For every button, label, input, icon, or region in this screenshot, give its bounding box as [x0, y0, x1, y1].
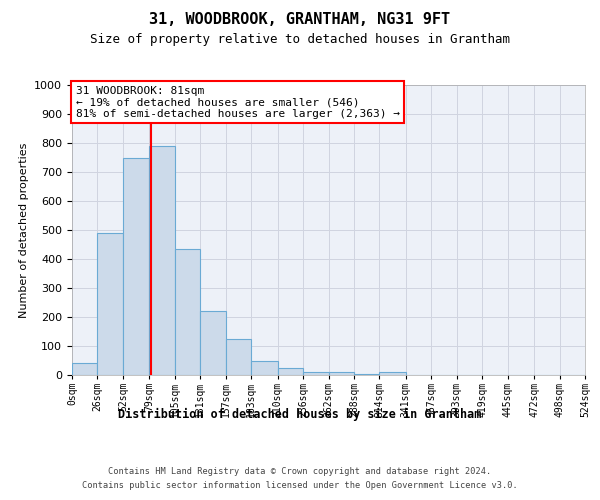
Bar — [379, 372, 406, 375]
Text: Contains public sector information licensed under the Open Government Licence v3: Contains public sector information licen… — [82, 481, 518, 490]
Bar — [329, 372, 354, 375]
Text: 31, WOODBROOK, GRANTHAM, NG31 9FT: 31, WOODBROOK, GRANTHAM, NG31 9FT — [149, 12, 451, 28]
Bar — [303, 372, 329, 375]
Text: Distribution of detached houses by size in Grantham: Distribution of detached houses by size … — [118, 408, 482, 420]
Bar — [175, 249, 200, 375]
Bar — [251, 360, 278, 375]
Bar — [97, 233, 123, 375]
Bar — [354, 374, 379, 375]
Bar — [200, 311, 226, 375]
Bar — [149, 146, 175, 375]
Bar — [226, 339, 251, 375]
Bar — [72, 364, 97, 375]
Text: Size of property relative to detached houses in Grantham: Size of property relative to detached ho… — [90, 32, 510, 46]
Bar — [278, 368, 303, 375]
Bar — [123, 158, 149, 375]
Text: 31 WOODBROOK: 81sqm
← 19% of detached houses are smaller (546)
81% of semi-detac: 31 WOODBROOK: 81sqm ← 19% of detached ho… — [76, 86, 400, 119]
Text: Contains HM Land Registry data © Crown copyright and database right 2024.: Contains HM Land Registry data © Crown c… — [109, 468, 491, 476]
Y-axis label: Number of detached properties: Number of detached properties — [19, 142, 29, 318]
